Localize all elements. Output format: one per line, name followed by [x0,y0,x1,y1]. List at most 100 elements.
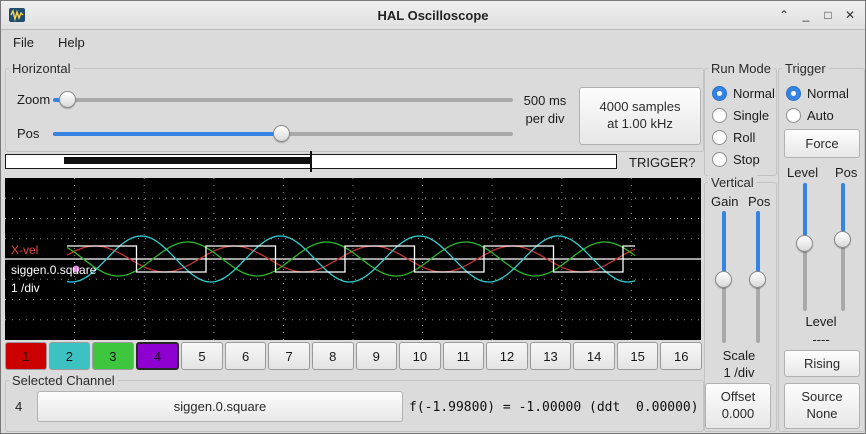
runmode-radio-single[interactable]: Single [712,106,769,124]
channel-button-2[interactable]: 2 [48,342,91,370]
run-mode-group-label: Run Mode [708,61,774,76]
channel-button-16[interactable]: 16 [660,342,702,370]
runmode-radio-stop[interactable]: Stop [712,150,760,168]
radio-label: Roll [733,129,756,145]
selected-channel-label: Selected Channel [9,373,118,388]
gain-slider-thumb[interactable] [715,271,732,288]
radio-icon [712,151,727,167]
channel-button-10[interactable]: 10 [399,342,441,370]
trigger-radio-normal[interactable]: Normal [786,84,849,102]
scope-canvas [5,178,701,340]
horizontal-frame [5,68,704,152]
wave-ch3-green [66,241,636,277]
channel-button-3[interactable]: 3 [92,342,134,370]
trigger-pos-slider-label: Pos [835,165,858,180]
channel-button-4[interactable]: 4 [135,342,180,370]
scale-label: Scale [722,348,756,363]
channel-button-6[interactable]: 6 [224,342,267,370]
time-per-div-label: per div [525,111,565,126]
menu-help[interactable]: Help [57,34,85,50]
offset-value: 0.000 [721,406,755,421]
horizontal-group-label: Horizontal [9,61,74,76]
zoom-slider-thumb[interactable] [59,91,76,108]
time-per-div-value: 500 ms [523,93,567,108]
trigger-source-label: Source [801,389,843,405]
channel-button-1[interactable]: 1 [5,342,47,370]
trigger-pos-slider[interactable] [834,183,852,311]
channel-source-button[interactable]: siggen.0.square [37,391,403,422]
gain-slider[interactable] [715,211,733,343]
channel-button-7[interactable]: 7 [268,342,310,370]
scope-channel4-name: siggen.0.square [11,263,97,277]
app-icon [9,8,25,22]
offset-button[interactable]: Offset 0.000 [705,383,771,429]
trigger-level-value: ---- [812,332,830,347]
runmode-radio-normal[interactable]: Normal [712,84,775,102]
vertical-pos-slider[interactable] [749,211,767,343]
record-position-bar [5,151,617,172]
channel-button-13[interactable]: 13 [529,342,572,370]
trigger-pos-fill [841,183,845,239]
shade-button[interactable]: ⌃ [778,8,790,22]
channel-button-5[interactable]: 5 [181,342,223,370]
scope-channel1-name: X-vel [11,243,39,257]
menu-file[interactable]: File [13,34,34,50]
radio-icon [712,129,727,145]
zoom-slider[interactable] [53,91,513,109]
samples-count: 4000 samples [599,99,681,115]
radio-label: Normal [733,85,775,101]
radio-icon [712,107,727,123]
selected-channel-frame [5,380,704,432]
gain-slider-fill [722,211,726,279]
channel-button-row: 1 2 3 4 5 6 7 8 9 10 11 12 13 14 15 16 [5,342,702,370]
channel-button-14[interactable]: 14 [573,342,615,370]
radio-label: Stop [733,151,760,167]
channel-button-8[interactable]: 8 [311,342,354,370]
titlebar: HAL Oscilloscope ⌃ _ □ ✕ [1,1,865,30]
minimize-button[interactable]: _ [802,8,810,22]
trigger-status-text: TRIGGER? [629,155,696,170]
runmode-radio-roll[interactable]: Roll [712,128,755,146]
sample-rate-button[interactable]: 4000 samples at 1.00 kHz [579,87,701,145]
vertical-pos-slider-thumb[interactable] [749,271,766,288]
wave-ch4-square [67,245,635,273]
radio-selected-icon [712,85,727,101]
zoom-slider-trough[interactable] [53,98,513,102]
sample-rate: at 1.00 kHz [607,116,673,131]
offset-label: Offset [720,389,756,405]
vertical-pos-slider-fill [756,211,760,279]
trigger-level-fill [803,183,807,243]
trigger-position-marker [310,151,312,172]
radio-icon [786,107,801,123]
vertical-group-label: Vertical [708,175,757,190]
channel-value-readout: f(-1.99800) = -1.00000 (ddt 0.00000) [409,400,699,415]
trigger-source-value: None [806,406,838,421]
menubar: File Help [1,29,865,55]
maximize-button[interactable]: □ [824,8,832,22]
trigger-radio-auto[interactable]: Auto [786,106,834,124]
trigger-level-slider[interactable] [796,183,814,311]
channel-button-9[interactable]: 9 [355,342,398,370]
wave-ch2-cyan [66,235,636,283]
edge-button[interactable]: Rising [784,350,860,377]
pos-slider-thumb[interactable] [273,125,290,142]
zoom-label: Zoom [17,92,51,107]
radio-label: Normal [807,85,849,101]
trigger-level-thumb[interactable] [796,235,813,252]
horizontal-pos-slider[interactable] [53,125,513,143]
pos-slider-fill [53,132,281,136]
scope-scale-overlay: 1 /div [11,281,40,295]
close-button[interactable]: ✕ [844,8,856,22]
force-button[interactable]: Force [784,129,860,158]
radio-label: Single [733,107,770,123]
trigger-pos-thumb[interactable] [834,231,851,248]
scale-value: 1 /div [723,365,755,380]
channel-button-15[interactable]: 15 [616,342,659,370]
trigger-group-label: Trigger [782,61,829,76]
scope-display[interactable]: X-vel siggen.0.square 1 /div [5,178,701,340]
vertical-pos-label: Pos [748,194,771,209]
trigger-source-button[interactable]: Source None [784,383,860,429]
channel-button-12[interactable]: 12 [486,342,528,370]
channel-button-11[interactable]: 11 [442,342,485,370]
